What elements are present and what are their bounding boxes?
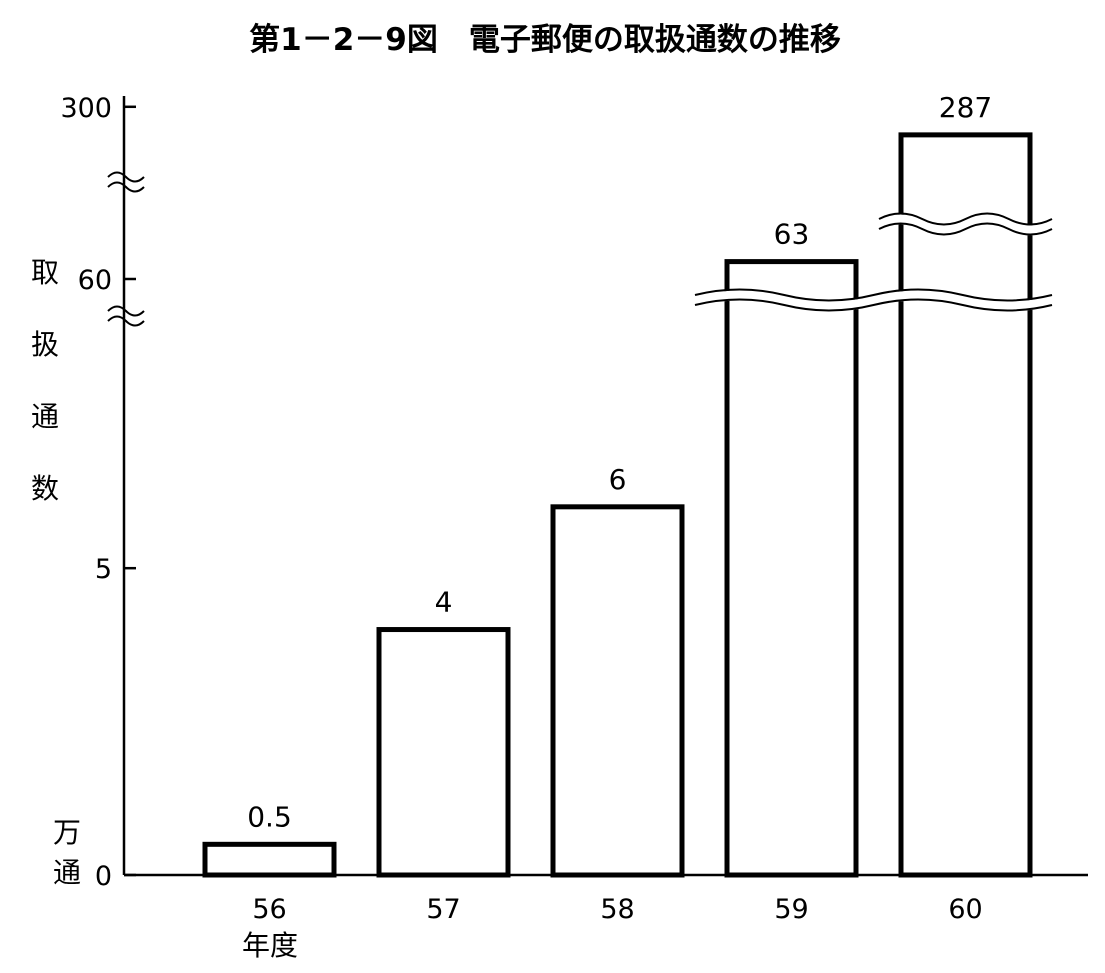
y-tick-label: 5: [95, 554, 112, 585]
x-tick-label-57: 57: [426, 894, 460, 925]
bar-break-lower: [694, 298, 1053, 312]
y-tick-label: 60: [78, 265, 112, 296]
y-axis-unit-char: 万: [53, 816, 81, 849]
data-label-59: 63: [774, 218, 810, 251]
y-axis-label-char: 扱: [31, 328, 59, 361]
bar-56: [202, 841, 337, 878]
data-label-56: 0.5: [247, 800, 292, 833]
bar-59: [724, 259, 859, 878]
bar-break-upper: [878, 222, 1053, 236]
y-tick-label: 0: [95, 861, 112, 892]
chart-title: 第1－2－9図 電子郵便の取扱通数の推移: [249, 22, 841, 58]
axis-break-mark: [107, 315, 145, 327]
axis-break-mark: [107, 171, 145, 183]
x-tick-label-58: 58: [600, 894, 634, 925]
axis-break-mark: [107, 181, 145, 193]
x-axis-label: 年度: [242, 929, 298, 962]
data-label-60: 287: [939, 91, 992, 124]
y-ticks: 0 5 60 300: [60, 93, 136, 892]
x-tick-label-60: 60: [948, 894, 982, 925]
y-axis-label-char: 取: [31, 256, 59, 289]
bar-58: [550, 504, 685, 878]
bar-break-lower: [694, 288, 1053, 302]
y-axis-unit-char: 通: [53, 856, 81, 889]
y-axis-breaks: [107, 171, 145, 327]
y-axis-label-char: 数: [31, 472, 59, 505]
bars: [202, 132, 1033, 878]
bar-break-upper-gap: [879, 214, 1052, 236]
bar-break-upper: [878, 212, 1053, 226]
y-axis-label-char: 通: [31, 400, 59, 433]
y-axis-unit: 万通: [53, 816, 81, 889]
axis-break-mark: [107, 305, 145, 317]
bar-60: [898, 132, 1033, 878]
bar-57: [376, 627, 511, 878]
x-ticks: 56 57 58 59 60: [252, 894, 982, 925]
bar-break-lower-gap: [695, 290, 1052, 312]
bar-breaks: [694, 212, 1053, 312]
data-labels: 0.5 4 6 63 287: [247, 91, 992, 833]
data-label-57: 4: [435, 586, 453, 619]
data-label-58: 6: [609, 463, 627, 496]
x-tick-label-56: 56: [252, 894, 286, 925]
y-axis-label: 取扱通数: [31, 256, 59, 505]
x-tick-label-59: 59: [774, 894, 808, 925]
y-tick-label: 300: [60, 93, 112, 124]
